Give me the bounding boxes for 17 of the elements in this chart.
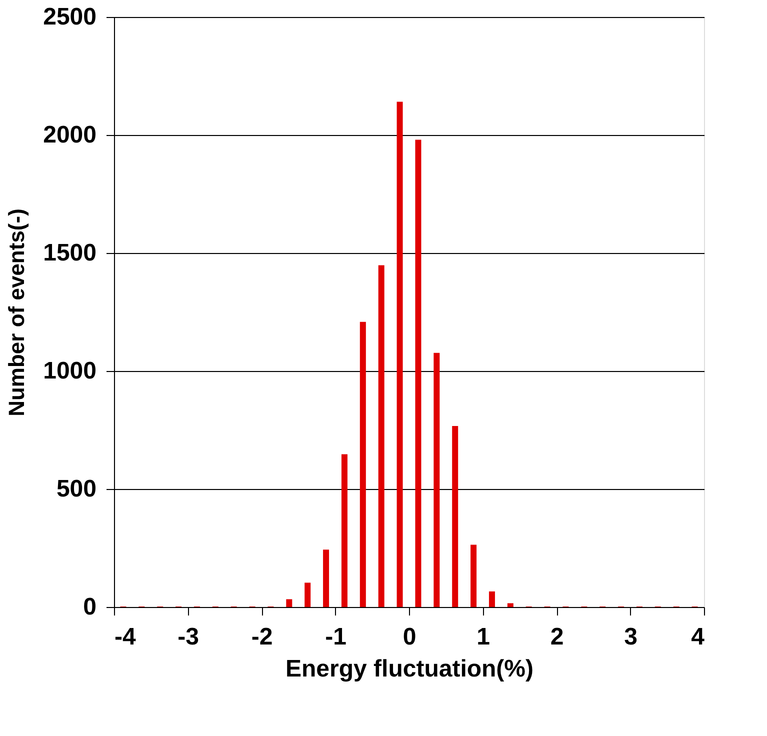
x-tick-label: 3 [624,624,638,650]
x-tick-label: 2 [550,624,564,650]
y-tick-label: 1500 [43,240,96,266]
x-tick-label: -1 [325,624,346,650]
y-axis-title: Number of events(-) [4,208,30,416]
y-tick-label: 0 [83,594,96,620]
y-tick-label: 500 [56,476,96,502]
x-axis-title: Energy fluctuation(%) [285,656,534,682]
x-tick-label: -2 [251,624,273,650]
x-tick-label: -4 [114,624,136,650]
x-tick-label: 0 [402,624,416,650]
y-tick-label: 1000 [43,358,96,384]
x-tick-label: 4 [691,624,706,650]
x-tick-label: 1 [476,624,490,650]
x-tick-label: -3 [178,624,199,650]
y-tick-label: 2500 [43,4,96,30]
y-tick-label: 2000 [43,122,96,148]
